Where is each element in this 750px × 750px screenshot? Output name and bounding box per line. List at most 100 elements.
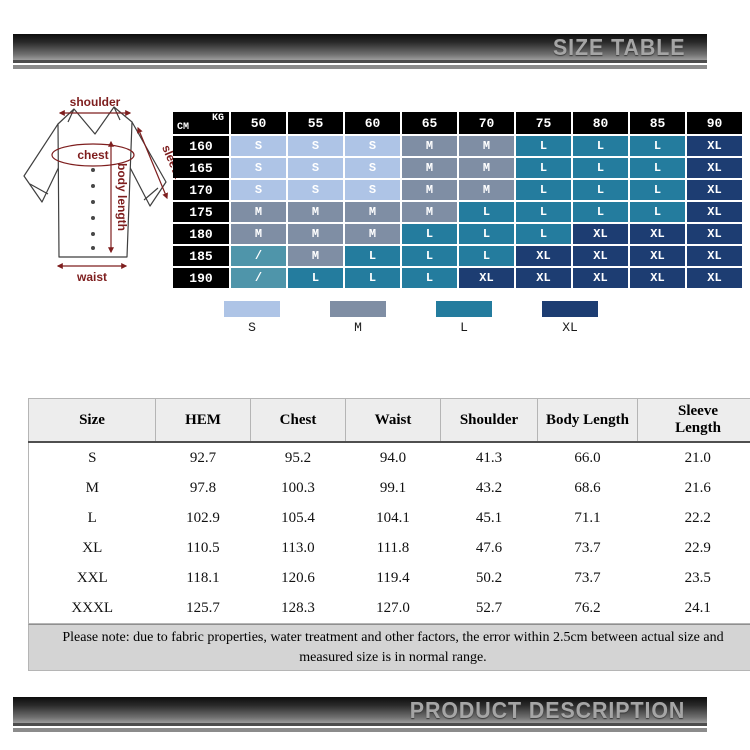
measurement-value: 94.0 — [379, 449, 407, 466]
measurement-value: XL — [82, 539, 103, 556]
size-matrix-table: KG CM 50 55 60 65 70 75 80 85 90 160 S S S M M L L L XL 165 S S… — [171, 110, 744, 290]
matrix-header-row: KG CM 50 55 60 65 70 75 80 85 90 — [173, 112, 742, 134]
size-cell: M — [345, 224, 400, 244]
size-cell: L — [516, 180, 571, 200]
size-cell: XL — [573, 246, 628, 266]
waist-label: waist — [76, 270, 107, 284]
size-cell: M — [288, 202, 343, 222]
size-cell: L — [402, 246, 457, 266]
size-cell: M — [231, 202, 286, 222]
legend-item: L — [436, 301, 492, 335]
size-cell: M — [459, 158, 514, 178]
shirt-measurement-diagram: shoulder chest sleeve body length waist — [23, 96, 176, 284]
measurements-row: L 102.9 105.4 104.1 45.1 71.1 22.2 — [29, 503, 750, 533]
measurement-value: 71.1 — [574, 509, 601, 526]
matrix-height-header: 160 — [173, 136, 229, 156]
legend-item: M — [330, 301, 386, 335]
size-cell: XL — [687, 202, 742, 222]
size-cell: S — [231, 180, 286, 200]
matrix-row: 180 M M M L L L XL XL XL — [173, 224, 742, 244]
matrix-unit-cm: CM — [177, 122, 190, 133]
legend-swatch — [330, 301, 386, 317]
measurements-column-header: HEM — [155, 398, 251, 443]
size-cell: XL — [630, 268, 685, 288]
size-cell: M — [402, 180, 457, 200]
size-cell: L — [573, 158, 628, 178]
size-cell: XL — [516, 246, 571, 266]
measurements-row: XL 110.5 113.0 111.8 47.6 73.7 22.9 — [29, 533, 750, 563]
legend-label: M — [354, 320, 362, 335]
size-cell: XL — [516, 268, 571, 288]
measurement-value: 66.0 — [574, 449, 601, 466]
size-cell: / — [231, 268, 286, 288]
size-cell: L — [573, 136, 628, 156]
banner-underline — [13, 728, 707, 732]
measurement-value: 21.0 — [684, 449, 711, 466]
size-cell: L — [345, 246, 400, 266]
measurement-note: Please note: due to fabric properties, w… — [28, 624, 750, 672]
size-cell: XL — [573, 268, 628, 288]
legend-swatch — [224, 301, 280, 317]
measurement-value: 45.1 — [475, 509, 503, 526]
product-description-banner: PRODUCT DESCRIPTION — [13, 697, 707, 732]
matrix-weight-header: 50 — [231, 112, 286, 134]
matrix-height-header: 180 — [173, 224, 229, 244]
size-cell: L — [288, 268, 343, 288]
size-cell: L — [402, 224, 457, 244]
measurement-value: 92.7 — [189, 449, 217, 466]
measurement-value: 113.0 — [281, 539, 315, 556]
size-cell: L — [459, 224, 514, 244]
size-cell: L — [573, 180, 628, 200]
size-cell: M — [402, 136, 457, 156]
legend-swatch — [436, 301, 492, 317]
matrix-height-header: 165 — [173, 158, 229, 178]
size-cell: L — [573, 202, 628, 222]
size-cell: L — [402, 268, 457, 288]
measurements-row: S 92.7 95.2 94.0 41.3 66.0 21.0 — [29, 442, 750, 473]
size-cell: XL — [687, 224, 742, 244]
matrix-weight-header: 65 — [402, 112, 457, 134]
size-cell: S — [345, 180, 400, 200]
matrix-row: 190/L L L XL XL XL XL XL — [173, 268, 742, 288]
size-cell: XL — [687, 158, 742, 178]
size-table-banner-bar: SIZE TABLE — [13, 34, 707, 63]
size-cell: L — [345, 268, 400, 288]
size-cell: L — [459, 202, 514, 222]
measurement-value: 22.2 — [684, 509, 711, 526]
size-cell: XL — [630, 224, 685, 244]
size-cell: L — [516, 224, 571, 244]
body-length-label: body length — [115, 163, 129, 231]
size-cell: L — [516, 202, 571, 222]
product-description-banner-title: PRODUCT DESCRIPTION — [409, 696, 685, 723]
size-cell: L — [630, 158, 685, 178]
banner-underline — [13, 65, 707, 69]
measurements-row: XXXL 125.7 128.3 127.0 52.7 76.2 24.1 — [29, 593, 750, 624]
measurement-value: 97.8 — [189, 479, 217, 496]
shoulder-label: shoulder — [70, 96, 121, 109]
size-cell: XL — [630, 246, 685, 266]
chest-ellipse — [51, 143, 135, 167]
measurement-value: M — [85, 479, 99, 496]
measurement-value: 99.1 — [379, 479, 407, 496]
shirt-buttons — [91, 168, 95, 250]
size-cell: L — [516, 158, 571, 178]
measurement-value: 73.7 — [574, 539, 601, 556]
measurement-value: 105.4 — [281, 509, 315, 526]
measurements-column-header: Chest — [250, 398, 346, 443]
sleeve-arrow — [137, 126, 168, 200]
measurement-value: L — [87, 509, 97, 526]
measurements-row: M 97.8 100.3 99.1 43.2 68.6 21.6 — [29, 473, 750, 503]
measurement-value: 41.3 — [475, 449, 503, 466]
measurement-value: 102.9 — [186, 509, 220, 526]
measurement-value: 43.2 — [475, 479, 503, 496]
matrix-weight-header: 90 — [687, 112, 742, 134]
size-matrix: KG CM 50 55 60 65 70 75 80 85 90 160 S S S M M L L L XL 165 S S… — [171, 110, 744, 290]
size-cell: L — [630, 180, 685, 200]
measurements-column-header: Waist — [345, 398, 441, 443]
legend-item: S — [224, 301, 280, 335]
matrix-weight-header: 60 — [345, 112, 400, 134]
size-cell: XL — [687, 136, 742, 156]
measurement-value: 47.6 — [475, 539, 503, 556]
size-cell: XL — [459, 268, 514, 288]
measurement-value: 100.3 — [281, 479, 315, 496]
